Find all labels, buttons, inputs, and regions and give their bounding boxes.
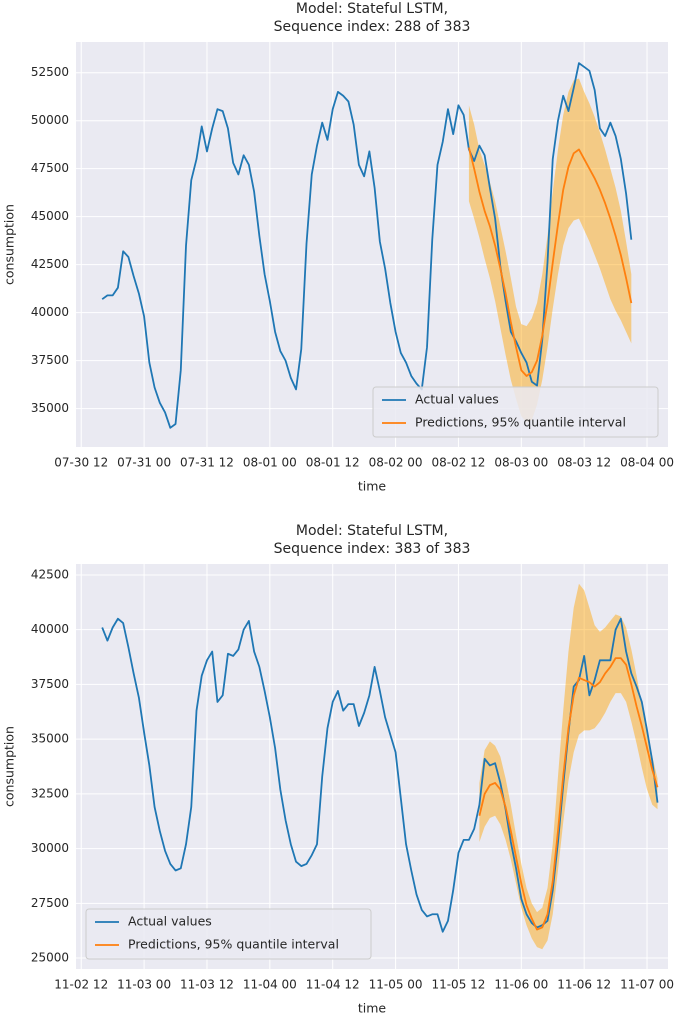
x-tick-label: 07-30 12: [54, 456, 108, 470]
x-tick-label: 08-02 12: [431, 456, 485, 470]
chart-title: Sequence index: 383 of 383: [274, 541, 471, 557]
x-tick-label: 11-06 00: [494, 978, 548, 992]
quantile-band: [479, 583, 658, 950]
legend: Actual values Predictions, 95% quantile i…: [372, 386, 659, 438]
y-tick-label: 50000: [31, 113, 69, 127]
x-axis-label: time: [358, 1001, 387, 1016]
y-axis-label: consumption: [2, 726, 17, 807]
x-tick-label: 11-03 12: [180, 978, 234, 992]
y-tick-label: 40000: [31, 622, 69, 636]
y-tick-label: 37500: [31, 353, 69, 367]
y-tick-label: 47500: [31, 161, 69, 175]
chart: Model: Stateful LSTM, Sequence index: 383…: [2, 523, 675, 1016]
legend: Actual values Predictions, 95% quantile i…: [85, 908, 372, 960]
x-tick-label: 11-07 00: [620, 978, 674, 992]
x-tick-label: 11-06 12: [557, 978, 611, 992]
x-tick-label: 08-02 00: [369, 456, 423, 470]
y-tick-label: 52500: [31, 65, 69, 79]
y-tick-label: 27500: [31, 896, 69, 910]
legend-label: Actual values: [415, 392, 499, 407]
x-tick-label: 08-01 12: [306, 456, 360, 470]
x-tick-label: 08-01 00: [243, 456, 297, 470]
y-tick-label: 35000: [31, 732, 69, 746]
chart-title: Model: Stateful LSTM,: [296, 1, 448, 17]
legend-label: Actual values: [128, 914, 212, 929]
legend-box: [85, 908, 372, 960]
y-tick-label: 32500: [31, 786, 69, 800]
series-line: [468, 147, 633, 377]
y-tick-label: 35000: [31, 401, 69, 415]
x-tick-label: 11-05 12: [431, 978, 485, 992]
x-tick-label: 07-31 00: [117, 456, 171, 470]
chart-title: Model: Stateful LSTM,: [296, 523, 448, 539]
legend-label: Predictions, 95% quantile interval: [415, 415, 626, 430]
x-tick-label: 11-02 12: [54, 978, 108, 992]
y-tick-label: 45000: [31, 209, 69, 223]
y-tick-label: 42500: [31, 567, 69, 581]
plot-background: [76, 564, 668, 969]
y-tick-label: 30000: [31, 841, 69, 855]
x-tick-label: 07-31 12: [180, 456, 234, 470]
y-tick-label: 40000: [31, 305, 69, 319]
x-tick-label: 08-03 00: [494, 456, 548, 470]
y-axis-label: consumption: [2, 204, 17, 285]
y-tick-label: 42500: [31, 257, 69, 271]
x-axis-label: time: [358, 479, 387, 494]
series-line: [478, 657, 659, 931]
x-tick-label: 08-03 12: [557, 456, 611, 470]
legend-box: [372, 386, 659, 438]
y-tick-label: 25000: [31, 951, 69, 965]
chart-title: Sequence index: 288 of 383: [274, 19, 471, 35]
x-tick-label: 11-03 00: [117, 978, 171, 992]
x-tick-label: 08-04 00: [620, 456, 674, 470]
quantile-band: [468, 78, 632, 423]
x-tick-label: 11-04 12: [306, 978, 360, 992]
y-tick-label: 37500: [31, 677, 69, 691]
x-tick-label: 11-05 00: [369, 978, 423, 992]
x-tick-label: 11-04 00: [243, 978, 297, 992]
legend-label: Predictions, 95% quantile interval: [128, 937, 339, 952]
